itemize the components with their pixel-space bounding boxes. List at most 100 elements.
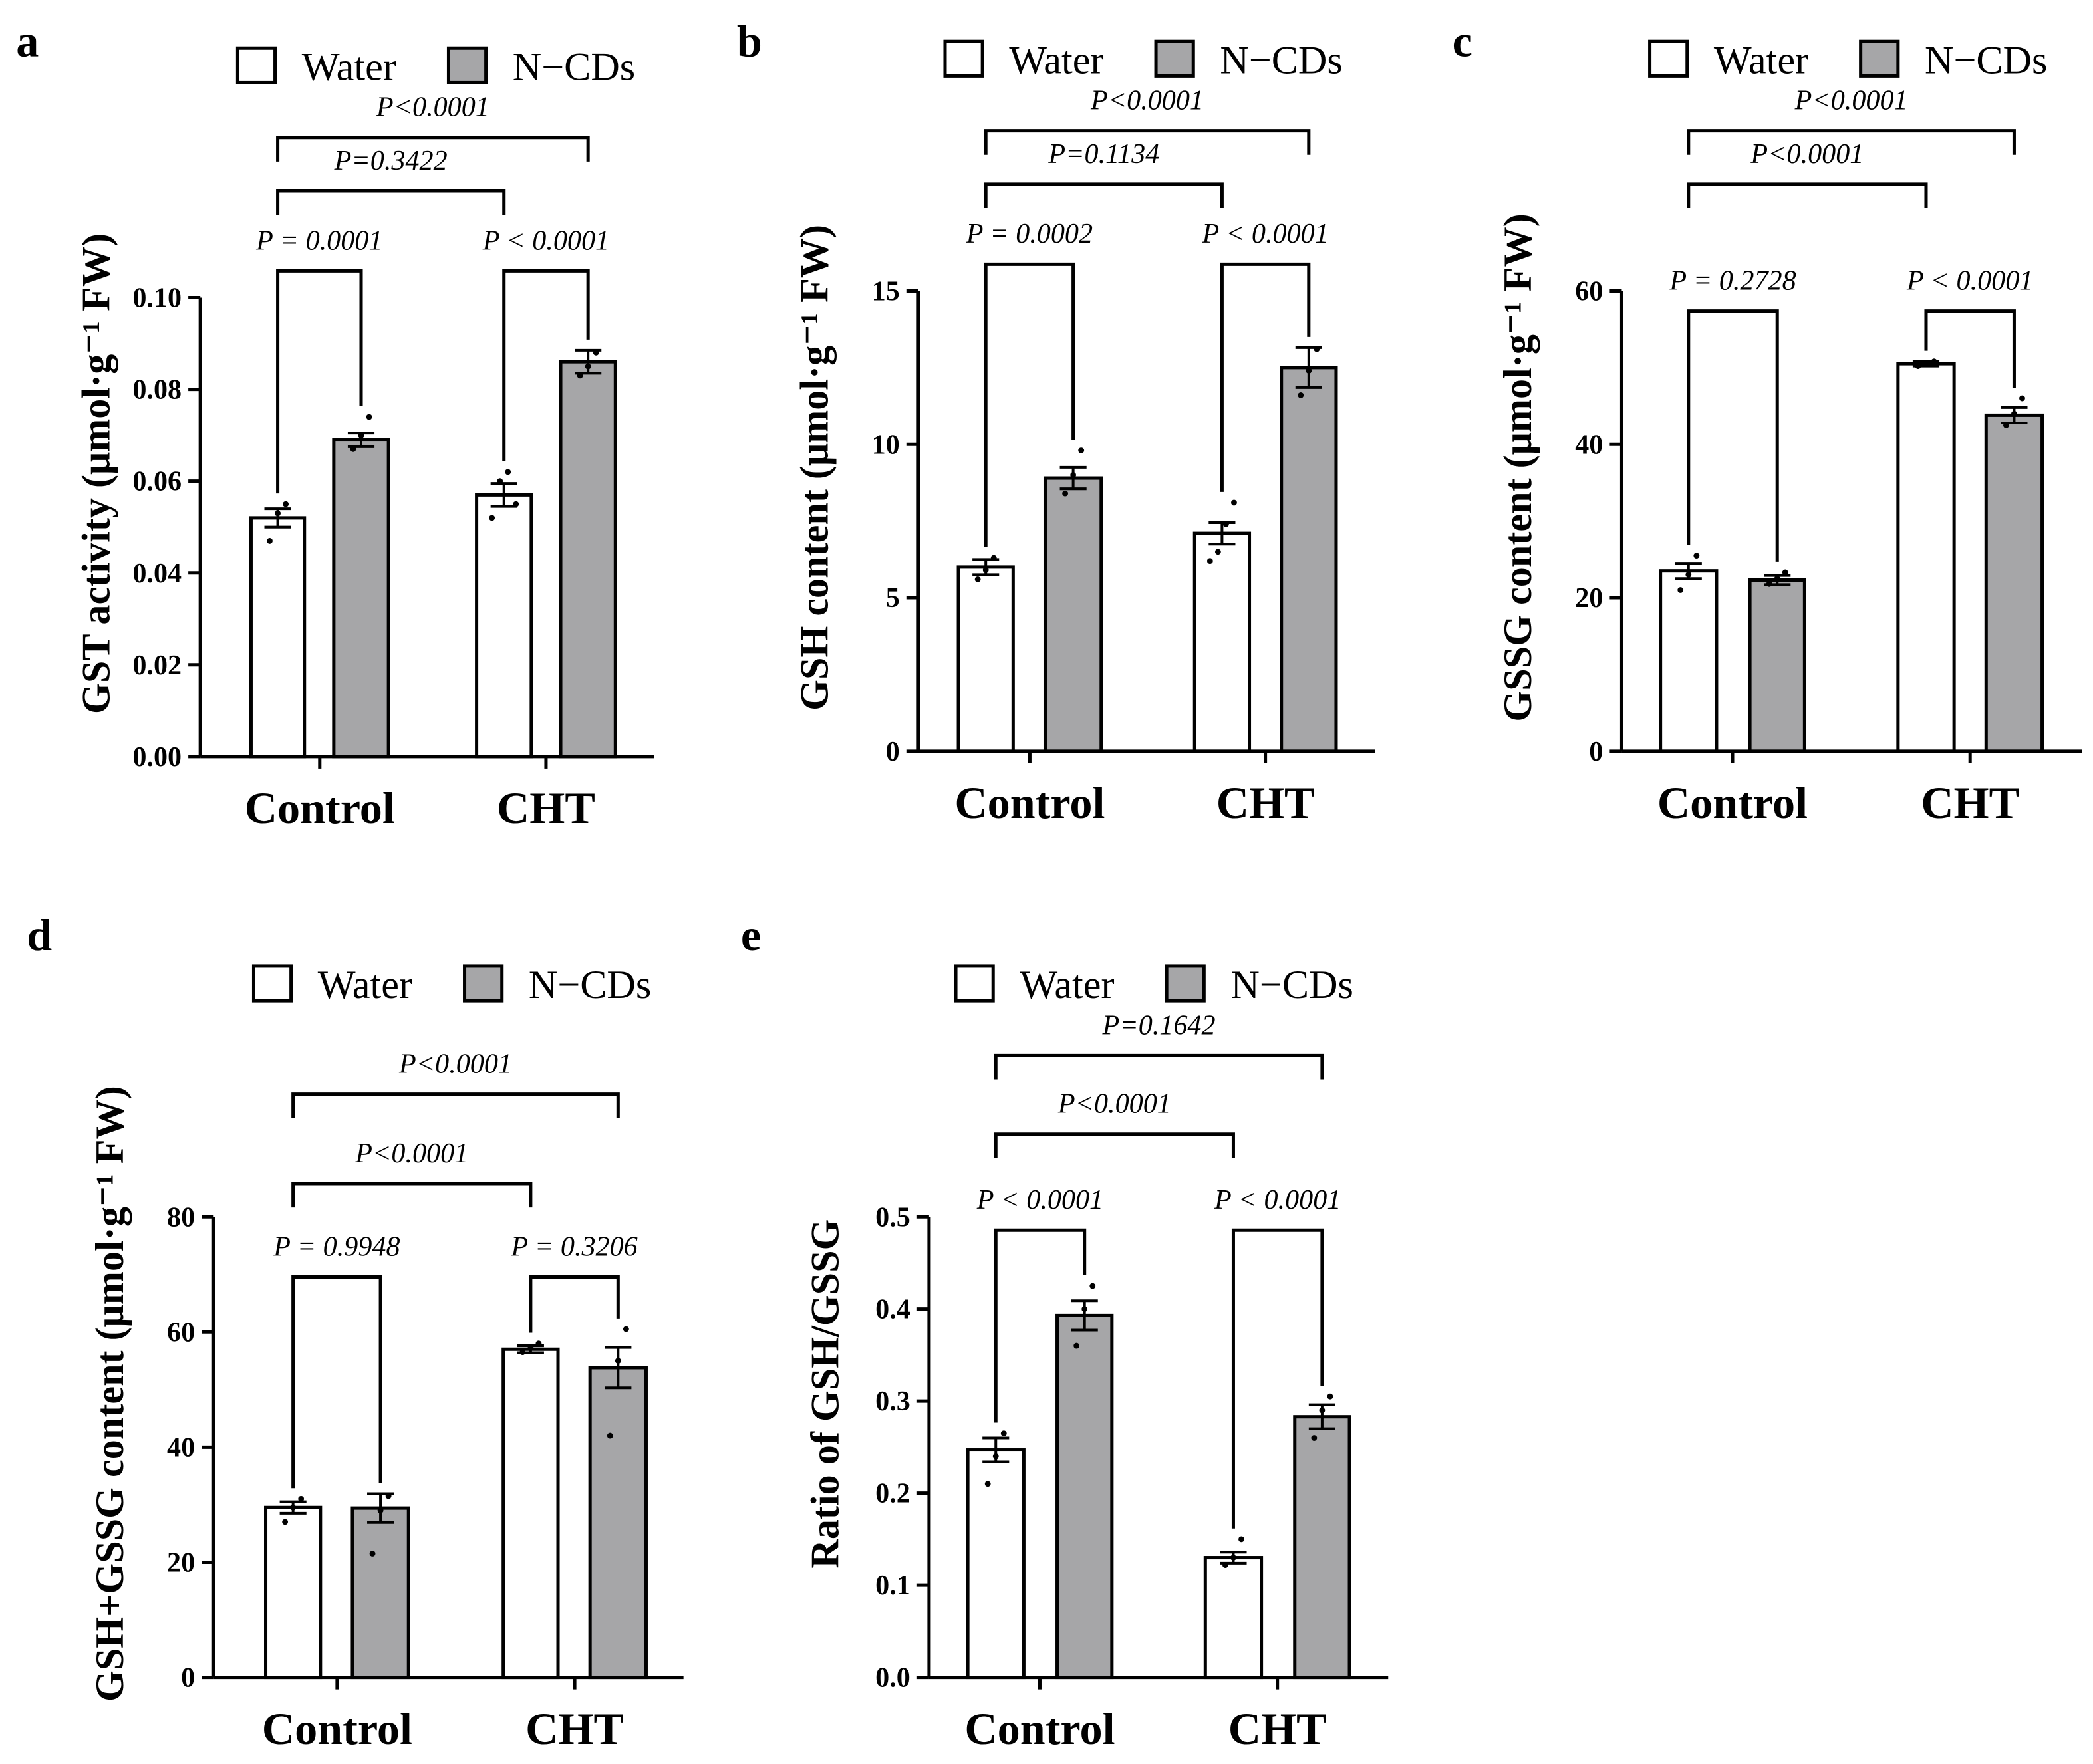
data-point: [1298, 392, 1304, 398]
legend-label: Water: [302, 45, 396, 89]
data-point: [282, 1519, 289, 1525]
y-tick-label: 0.08: [132, 374, 182, 406]
p-value-label: P < 0.0001: [482, 225, 609, 256]
data-point: [1231, 499, 1237, 506]
legend-label: N−CDs: [1220, 38, 1342, 82]
bar-cht-water: [1896, 362, 1956, 753]
data-point: [623, 1326, 629, 1332]
panel-letter: a: [16, 15, 39, 66]
data-point: [505, 469, 511, 475]
p-value-label: P < 0.0001: [1201, 218, 1328, 249]
legend-label: N−CDs: [529, 963, 651, 1007]
significance-bracket: [529, 1275, 620, 1333]
x-category-label: CHT: [497, 783, 595, 833]
significance-bracket: [994, 1228, 1087, 1423]
data-point: [1078, 447, 1085, 453]
legend-swatch-0: [1648, 39, 1689, 78]
data-point: [1693, 553, 1700, 559]
legend-swatch-0: [943, 39, 984, 78]
data-point: [1062, 490, 1069, 497]
y-tick-label: 0.2: [875, 1478, 910, 1509]
p-value-label: P < 0.0001: [1906, 265, 2033, 296]
data-point: [585, 363, 591, 370]
x-category-label: Control: [245, 783, 395, 833]
bar-control-ncds: [350, 1506, 410, 1680]
y-tick-label: 20: [167, 1547, 195, 1578]
data-point: [593, 349, 599, 356]
panel-letter: e: [741, 910, 761, 960]
data-point: [1306, 368, 1312, 374]
data-point: [1070, 472, 1077, 478]
p-value-label: P<0.0001: [1750, 138, 1864, 170]
significance-bracket: [1687, 309, 1779, 562]
significance-bracket: [291, 1092, 620, 1118]
p-value-label: P < 0.0001: [1214, 1184, 1341, 1215]
bar-control-ncds: [1043, 476, 1103, 753]
p-value-label: P = 0.0002: [966, 218, 1093, 249]
significance-bracket: [276, 269, 363, 494]
significance-bracket: [1231, 1228, 1324, 1529]
y-tick-label: 0.10: [132, 283, 182, 314]
data-point: [1214, 549, 1221, 555]
data-point: [519, 1349, 526, 1356]
legend-swatch-1: [1165, 964, 1206, 1003]
data-point: [1222, 1562, 1228, 1569]
y-tick-label: 5: [886, 582, 900, 614]
data-point: [513, 501, 519, 507]
y-tick-label: 15: [872, 276, 900, 307]
p-value-label: P<0.0001: [1057, 1088, 1171, 1120]
panel-b: b Water N−CDs 0 5 10 15 GSH content (μmol·g⁻¹ F…: [737, 15, 1375, 828]
x-category-label: Control: [964, 1703, 1115, 1754]
legend: Water N−CDs: [954, 963, 1353, 1007]
legend-label: Water: [318, 963, 412, 1007]
data-point: [1223, 521, 1229, 527]
data-point: [497, 478, 503, 485]
y-tick-label: 0.1: [875, 1570, 910, 1601]
p-value-label: P = 0.0001: [255, 225, 382, 256]
significance-bracket: [291, 1182, 533, 1208]
p-value-label: P<0.0001: [376, 92, 489, 123]
data-point: [1915, 363, 1921, 369]
bar-control-ncds: [1055, 1313, 1114, 1680]
data-point: [615, 1358, 621, 1364]
data-point: [1238, 1536, 1244, 1543]
p-value-label: P<0.0001: [354, 1138, 468, 1169]
panel-e: e Water N−CDs 0.0 0.1 0.2 0.3 0.4 0.5 Ratio of GS…: [741, 910, 1389, 1754]
data-point: [1081, 1306, 1088, 1313]
panel-c: c Water N−CDs 0 20 40 60 GSSG content (μmol·g⁻¹…: [1453, 15, 2082, 828]
y-tick-label: 0.5: [875, 1201, 910, 1233]
significance-bracket: [276, 189, 506, 215]
y-axis-label: GST activity (μmol·g⁻¹ FW): [74, 233, 119, 714]
legend-swatch-0: [235, 46, 277, 84]
significance-bracket: [276, 136, 590, 162]
data-point: [1327, 1393, 1333, 1400]
significance-bracket: [994, 1053, 1324, 1080]
bar-cht-water: [1192, 531, 1252, 753]
y-tick-label: 0.06: [132, 466, 182, 497]
y-tick-label: 0.02: [132, 650, 182, 681]
legend: Water N−CDs: [1648, 38, 2047, 82]
legend: Water N−CDs: [251, 963, 651, 1007]
y-tick-label: 0.00: [132, 741, 182, 773]
legend-swatch-1: [463, 964, 504, 1003]
bar-cht-ncds: [1280, 366, 1338, 753]
data-point: [2003, 422, 2009, 428]
data-point: [1230, 1555, 1236, 1561]
x-category-label: Control: [1657, 777, 1808, 828]
data-point: [1766, 580, 1772, 587]
data-point: [283, 501, 289, 507]
y-tick-label: 0: [1589, 736, 1603, 767]
significance-bracket: [291, 1275, 382, 1489]
significance-bracket: [984, 182, 1224, 209]
p-value-label: P < 0.0001: [976, 1184, 1103, 1215]
p-value-label: P=0.1642: [1102, 1009, 1216, 1041]
bar-control-ncds: [332, 438, 390, 759]
y-tick-label: 0.4: [875, 1294, 910, 1325]
p-value-label: P = 0.9948: [273, 1231, 400, 1262]
legend: Water N−CDs: [235, 45, 635, 89]
bar-cht-ncds: [1293, 1415, 1351, 1680]
data-point: [350, 445, 356, 452]
data-point: [1311, 1435, 1318, 1441]
data-point: [1782, 569, 1788, 576]
bar-control-water: [956, 565, 1015, 753]
